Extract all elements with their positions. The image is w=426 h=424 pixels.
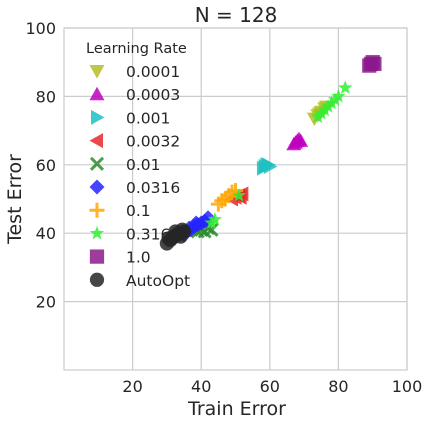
point-0-001-4 bbox=[263, 159, 278, 175]
legend-marker-0-0032 bbox=[89, 133, 103, 149]
x-tick-labels: 20 40 60 80 100 bbox=[122, 377, 422, 396]
y-tick-label-40: 40 bbox=[36, 224, 56, 243]
point-0-0003-4 bbox=[293, 133, 309, 147]
point-0-1-1 bbox=[217, 191, 233, 207]
series-0-3162 bbox=[204, 80, 353, 230]
legend-label-0-0003: 0.0003 bbox=[126, 86, 180, 104]
point-0-0316-9 bbox=[188, 215, 204, 231]
legend-label-autoopt: AutoOpt bbox=[126, 272, 190, 290]
legend-marker-1-0 bbox=[89, 249, 105, 264]
y-tick-label-80: 80 bbox=[36, 87, 56, 106]
legend-label-0-0316: 0.0316 bbox=[126, 179, 180, 197]
x-tick-label-40: 40 bbox=[191, 377, 211, 396]
legend-marker-0-001 bbox=[91, 109, 105, 125]
series-0-001 bbox=[256, 157, 278, 176]
point-0-1-3 bbox=[224, 184, 240, 200]
legend-label-1-0: 1.0 bbox=[126, 249, 151, 267]
legend-label-0-0001: 0.0001 bbox=[126, 63, 180, 81]
x-tick-label-20: 20 bbox=[122, 377, 142, 396]
x-axis-title: Train Error bbox=[187, 398, 286, 420]
chart-title: N = 128 bbox=[195, 3, 278, 27]
legend-label-0-01: 0.01 bbox=[126, 156, 161, 174]
y-tick-label-20: 20 bbox=[36, 293, 56, 312]
legend-label-0-001: 0.001 bbox=[126, 109, 170, 127]
x-tick-label-60: 60 bbox=[260, 377, 280, 396]
y-axis-title: Test Error bbox=[4, 154, 26, 245]
legend-marker-autoopt bbox=[89, 272, 105, 287]
point-0-3162-9 bbox=[207, 212, 223, 226]
point-0-3162-7 bbox=[338, 80, 353, 94]
series-1-0 bbox=[362, 55, 382, 73]
point-0-3162-10 bbox=[231, 188, 247, 202]
series-0-0003 bbox=[286, 131, 309, 151]
point-0-3162-6 bbox=[331, 88, 346, 103]
legend-marker-0-0316 bbox=[89, 179, 105, 195]
series-autoopt bbox=[159, 222, 192, 251]
legend: Learning Rate 0.0001 0.0003 0.001 0.0032 0.0… bbox=[86, 41, 190, 290]
y-tick-label-60: 60 bbox=[36, 156, 56, 175]
y-tick-label-100: 100 bbox=[25, 19, 56, 38]
legend-marker-0-0001 bbox=[89, 65, 105, 79]
legend-marker-0-01 bbox=[89, 156, 105, 171]
series-0-1 bbox=[210, 182, 243, 212]
grid bbox=[64, 27, 408, 370]
point-autoopt-10 bbox=[175, 222, 190, 237]
legend-label-0-1: 0.1 bbox=[126, 202, 151, 220]
y-tick-labels: 20 40 60 80 100 bbox=[25, 19, 56, 312]
legend-marker-0-0003 bbox=[89, 86, 105, 101]
legend-label-0-3162: 0.3162 bbox=[126, 225, 180, 243]
point-0-1-5 bbox=[214, 193, 230, 209]
legend-marker-0-3162 bbox=[89, 225, 105, 240]
legend-label-0-0032: 0.0032 bbox=[126, 133, 180, 151]
x-tick-label-80: 80 bbox=[328, 377, 348, 396]
legend-title: Learning Rate bbox=[86, 41, 187, 57]
data-points bbox=[159, 55, 382, 251]
point-1-0-3 bbox=[367, 56, 382, 72]
legend-marker-0-1 bbox=[89, 202, 105, 218]
x-tick-label-100: 100 bbox=[392, 377, 423, 396]
